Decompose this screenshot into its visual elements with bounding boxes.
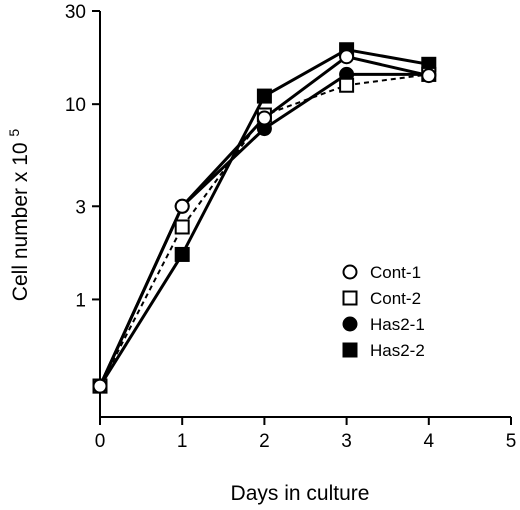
axes: [99, 11, 511, 418]
x-tick-label: 4: [424, 431, 435, 452]
legend: Cont-1 Cont-2 Has2-1 Has2-2: [342, 263, 425, 360]
x-tick-label: 5: [506, 431, 517, 452]
data-point-cont-1: [256, 110, 272, 126]
y-axis-title: Cell number x 10 5: [6, 129, 32, 302]
x-tick-label: 3: [341, 431, 352, 452]
legend-label-cont-1: Cont-1: [370, 263, 421, 282]
data-point-cont-1: [92, 378, 108, 394]
series-line-cont-1: [98, 55, 430, 387]
data-point-cont-1: [174, 198, 190, 214]
y-tick-label: 3: [75, 197, 86, 218]
y-axis-title-exponent: 5: [6, 129, 22, 137]
x-ticks: 0 1 2 3 4 5: [95, 417, 517, 452]
x-tick-label: 0: [95, 431, 106, 452]
x-tick-label: 2: [259, 431, 270, 452]
y-ticks: 1 3 10 30: [65, 2, 100, 311]
series-markers: [92, 42, 437, 394]
x-axis-title: Days in culture: [231, 482, 370, 505]
y-tick-label: 1: [75, 290, 86, 311]
legend-marker-has2-2: [342, 342, 358, 358]
legend-label-has2-1: Has2-1: [370, 315, 425, 334]
legend-marker-has2-1: [342, 316, 358, 332]
data-point-cont-1: [339, 49, 355, 65]
data-point-has2-2: [256, 88, 272, 104]
x-tick-label: 1: [177, 431, 188, 452]
data-point-cont-2: [174, 219, 190, 235]
y-tick-label: 10: [65, 95, 86, 116]
y-axis-title-text: Cell number x 10: [9, 142, 32, 301]
legend-marker-cont-2: [342, 290, 358, 306]
data-point-cont-2: [339, 77, 355, 93]
legend-label-has2-2: Has2-2: [370, 341, 425, 360]
data-point-has2-2: [174, 246, 190, 262]
y-tick-label: 30: [65, 2, 86, 23]
legend-marker-cont-1: [342, 264, 358, 280]
data-point-cont-1: [421, 68, 437, 84]
legend-label-cont-2: Cont-2: [370, 289, 421, 308]
